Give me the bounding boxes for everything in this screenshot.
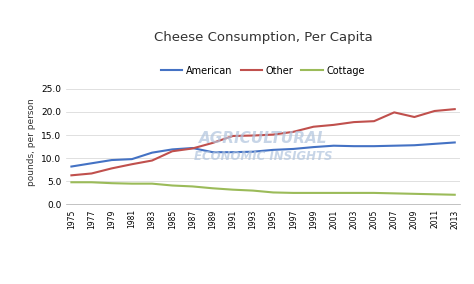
American [169,148,175,151]
Other [310,125,316,128]
Cottage [230,188,236,191]
Other [89,172,94,175]
American [371,145,377,148]
Other [291,130,296,133]
Cottage [169,184,175,187]
American [392,144,397,147]
Other [69,174,74,177]
Other [129,162,135,166]
Cottage [371,191,377,195]
American [149,151,155,154]
Line: American: American [72,143,455,166]
American [129,157,135,161]
Other [270,133,276,136]
Text: AGRICULTURAL: AGRICULTURAL [199,131,328,146]
Other [351,120,357,124]
Other [452,107,457,111]
Other [169,150,175,153]
American [411,143,417,147]
American [270,148,276,152]
American [230,151,236,154]
Other [230,134,236,138]
American [250,150,256,153]
Cottage [210,187,216,190]
Other [210,141,216,145]
American [291,147,296,151]
Cottage [190,185,195,188]
Other [149,159,155,162]
Cottage [69,181,74,184]
Cottage [291,191,296,195]
Legend: American, Other, Cottage: American, Other, Cottage [157,62,369,80]
Cottage [331,191,337,195]
Line: Other: Other [72,109,455,175]
American [69,165,74,168]
American [210,151,216,154]
Cottage [129,182,135,185]
Cottage [250,189,256,192]
Other [411,115,417,119]
Other [371,120,377,123]
Other [392,111,397,114]
Y-axis label: pounds, per person: pounds, per person [27,98,36,186]
Other [250,134,256,137]
American [310,145,316,149]
American [109,158,115,162]
Cottage [109,181,115,185]
Cottage [351,191,357,195]
Cottage [411,192,417,196]
Other [432,109,438,113]
Cottage [270,191,276,194]
Other [331,123,337,127]
Cottage [392,192,397,195]
American [351,145,357,148]
Cottage [310,191,316,195]
Line: Cottage: Cottage [72,182,455,195]
American [89,162,94,165]
Title: Cheese Consumption, Per Capita: Cheese Consumption, Per Capita [154,31,373,44]
Text: ECONOMIC INSIGHTS: ECONOMIC INSIGHTS [194,151,332,164]
Cottage [432,193,438,196]
Other [109,167,115,170]
American [452,141,457,144]
Cottage [452,193,457,197]
Cottage [89,181,94,184]
American [432,142,438,146]
Other [190,147,195,150]
American [190,146,195,150]
Cottage [149,182,155,185]
American [331,144,337,147]
